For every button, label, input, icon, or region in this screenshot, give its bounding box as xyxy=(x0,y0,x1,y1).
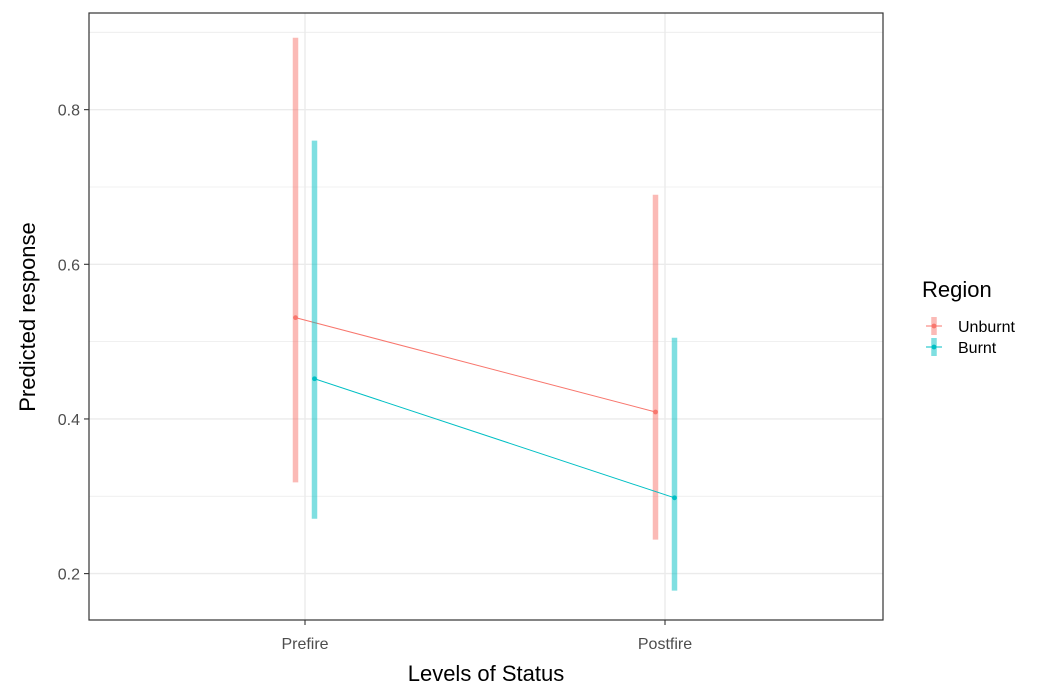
minor-gridlines xyxy=(89,31,883,497)
legend-key-point-unburnt xyxy=(931,323,937,329)
x-tick-label: Postfire xyxy=(638,636,692,653)
y-axis-title: Predicted response xyxy=(15,222,40,412)
legend: Region Unburnt Burnt xyxy=(922,277,1015,357)
x-axis-title: Levels of Status xyxy=(408,661,565,686)
legend-title: Region xyxy=(922,277,992,302)
legend-label-unburnt: Unburnt xyxy=(958,319,1015,336)
panel-border xyxy=(88,12,884,621)
x-tick-label: Prefire xyxy=(281,636,328,653)
point-burnt xyxy=(312,376,317,382)
point-burnt xyxy=(672,495,677,501)
major-gridlines xyxy=(89,13,883,620)
y-tick-label: 0.6 xyxy=(58,257,80,274)
point-unburnt xyxy=(653,409,658,415)
point-unburnt xyxy=(293,315,298,321)
legend-key-point-burnt xyxy=(931,344,937,350)
chart-marks xyxy=(292,37,678,591)
y-tick-label: 0.2 xyxy=(58,567,80,584)
series-line-burnt xyxy=(314,378,675,499)
legend-label-burnt: Burnt xyxy=(958,340,997,357)
y-tick-label: 0.4 xyxy=(58,412,80,429)
axes: 0.2 0.4 0.6 0.8 Prefire Postfire xyxy=(58,103,692,653)
series-line-unburnt xyxy=(295,317,656,413)
y-tick-label: 0.8 xyxy=(58,103,80,120)
